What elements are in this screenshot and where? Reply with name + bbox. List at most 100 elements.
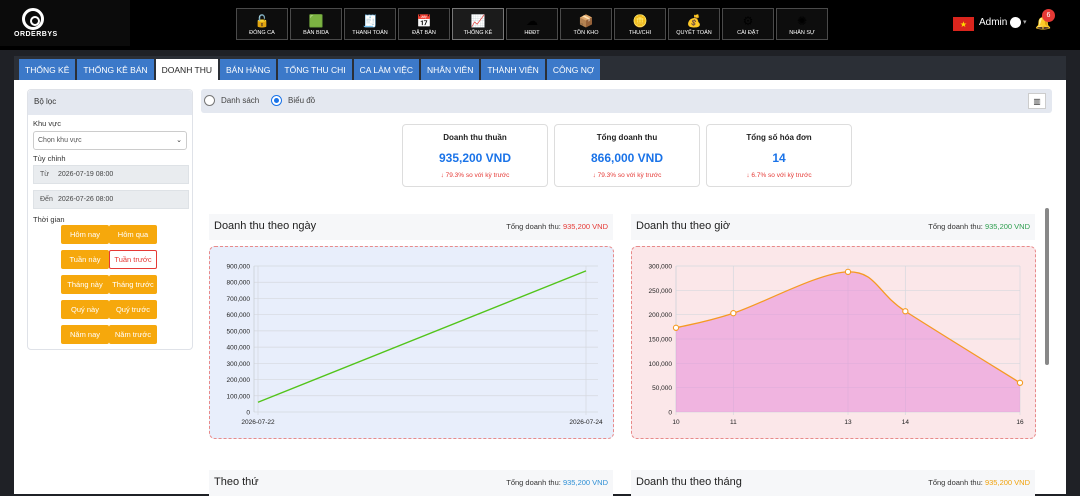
- user-icon[interactable]: [1010, 17, 1021, 28]
- hourly-revenue-svg: 0 50,000 100,000 150,000 200,000 250,000 300,0…: [649, 264, 1024, 427]
- quick-range-button[interactable]: Hôm qua: [109, 225, 157, 244]
- x-tick-label: 14: [902, 419, 910, 426]
- date-to-field[interactable]: Đến 2026-07-26 08:00: [33, 190, 189, 209]
- stat-value: 14: [772, 151, 786, 165]
- quick-range-button[interactable]: Hôm nay: [61, 225, 109, 244]
- date-from-field[interactable]: Từ 2026-07-19 08:00: [33, 165, 189, 184]
- time-label: Thời gian: [33, 215, 65, 224]
- area-label: Khu vực: [33, 119, 61, 128]
- statistics-shell: THỐNG KÊ THỐNG KÊ BÁN DOANH THU BÁN HÀNG TỔN…: [14, 56, 1066, 496]
- chart-view-radio[interactable]: [271, 95, 282, 106]
- people-network-icon: ✺: [796, 14, 808, 28]
- user-menu-caret-icon[interactable]: ▾: [1023, 19, 1027, 26]
- tab[interactable]: CA LÀM VIỆC: [353, 59, 420, 80]
- quick-range-button[interactable]: Tháng trước: [109, 275, 157, 294]
- panel-title: Theo thứ: [214, 476, 259, 488]
- y-tick-label: 300,000: [227, 361, 251, 368]
- scrollbar-thumb[interactable]: [1045, 208, 1049, 365]
- daily-revenue-svg: 0 100,000 200,000 300,000 400,000 500,000 600,…: [227, 264, 604, 427]
- report-tabs: THỐNG KÊ THỐNG KÊ BÁN DOANH THU BÁN HÀNG TỔN…: [19, 59, 601, 80]
- area-select[interactable]: Chọn khu vực ⌄: [33, 131, 187, 150]
- quick-range-button[interactable]: Tháng này: [61, 275, 109, 294]
- stat-title: Doanh thu thuần: [443, 133, 507, 142]
- tab[interactable]: DOANH THU: [155, 59, 219, 80]
- chart-icon: 📈: [470, 14, 486, 28]
- nav-item[interactable]: 📅 ĐẶT BÀN: [398, 8, 450, 40]
- nav-item-label: HĐĐT: [524, 30, 540, 36]
- nav-item[interactable]: 💰 QUYẾT TOÁN: [668, 8, 720, 40]
- list-view-label[interactable]: Danh sách: [221, 96, 260, 105]
- nav-item[interactable]: 📦 TỒN KHO: [560, 8, 612, 40]
- quick-range-button[interactable]: Tuần này: [61, 250, 109, 269]
- list-view-radio[interactable]: [204, 95, 215, 106]
- x-tick-label: 2026-07-24: [569, 419, 603, 426]
- y-tick-label: 400,000: [227, 345, 251, 352]
- orderbys-logo[interactable]: ORDERBYS: [0, 0, 130, 46]
- y-tick-label: 50,000: [652, 385, 672, 392]
- date-to-value: 2026-07-26 08:00: [58, 196, 114, 203]
- chevron-down-icon: ⌄: [176, 137, 182, 144]
- nav-item[interactable]: 📈 THỐNG KÊ: [452, 8, 504, 40]
- tab[interactable]: BÁN HÀNG: [220, 59, 277, 80]
- user-name[interactable]: Admin: [979, 17, 1008, 28]
- top-navbar: ORDERBYS 🔓 ĐÓNG CA 🟩 BÀN BIDA 🧾 THANH TOÁN 📅 ĐẶ…: [0, 0, 1080, 50]
- y-tick-label: 200,000: [649, 312, 673, 319]
- nav-item[interactable]: 🟩 BÀN BIDA: [290, 8, 342, 40]
- x-tick-label: 10: [672, 419, 680, 426]
- tab[interactable]: THỐNG KÊ: [19, 59, 76, 80]
- y-tick-label: 800,000: [227, 280, 251, 287]
- nav-item-label: NHÂN SỰ: [789, 30, 815, 36]
- quick-range-button[interactable]: Năm trước: [109, 325, 157, 344]
- y-tick-label: 700,000: [227, 296, 251, 303]
- logo-text: ORDERBYS: [14, 31, 58, 38]
- nav-item[interactable]: 🔓 ĐÓNG CA: [236, 8, 288, 40]
- date-from-prefix: Từ: [40, 171, 49, 178]
- panel-title: Doanh thu theo tháng: [636, 476, 742, 488]
- x-tick-label: 11: [730, 419, 737, 426]
- tab[interactable]: THÀNH VIÊN: [481, 59, 545, 80]
- total-value: 935,200 VND: [562, 222, 608, 231]
- vietnam-flag-icon[interactable]: ★: [953, 17, 974, 31]
- logo-mark-icon: [22, 8, 44, 30]
- nav-item-label: ĐẶT BÀN: [412, 30, 436, 36]
- stat-change: ↓ 6.7% so với kỳ trước: [707, 172, 851, 179]
- data-point: [672, 324, 680, 331]
- nav-item[interactable]: ☁ HĐĐT: [506, 8, 558, 40]
- nav-item[interactable]: 🧾 THANH TOÁN: [344, 8, 396, 40]
- nav-item[interactable]: ⚙ CÀI ĐẶT: [722, 8, 774, 40]
- total-value: 935,200 VND: [562, 478, 608, 487]
- money-bag-icon: 💰: [686, 14, 702, 28]
- y-tick-label: 900,000: [227, 264, 251, 271]
- y-tick-label: 0: [668, 410, 672, 417]
- quick-range-button[interactable]: Quý trước: [109, 300, 157, 319]
- nav-item[interactable]: 🪙 THU/CHI: [614, 8, 666, 40]
- data-point: [730, 310, 737, 317]
- quick-range-button[interactable]: Quý này: [61, 300, 109, 319]
- chart-view-label[interactable]: Biểu đồ: [288, 96, 316, 105]
- tab[interactable]: TỔNG THU CHI: [278, 59, 352, 80]
- stat-title: Tổng doanh thu: [596, 133, 658, 142]
- stat-change-text: 6.7% so với kỳ trước: [751, 172, 812, 179]
- notification-badge: 6: [1042, 9, 1055, 22]
- tab[interactable]: CÔNG NỢ: [546, 59, 601, 80]
- custom-range-label: Tùy chỉnh: [33, 154, 66, 163]
- arrow-down-icon: ↓: [592, 172, 598, 179]
- y-tick-label: 100,000: [227, 393, 251, 400]
- main-menu: 🔓 ĐÓNG CA 🟩 BÀN BIDA 🧾 THANH TOÁN 📅 ĐẶT BÀN 📈 THỐ…: [236, 8, 828, 40]
- nav-item[interactable]: ✺ NHÂN SỰ: [776, 8, 828, 40]
- stat-value: 935,200 VND: [438, 151, 512, 165]
- daily-revenue-header: Doanh thu theo ngày Tổng doanh thu: 935,…: [209, 214, 613, 240]
- total-label: Tổng doanh thu:: [506, 222, 561, 231]
- total-label: Tổng doanh thu:: [928, 222, 983, 231]
- y-tick-label: 250,000: [649, 288, 673, 295]
- hourly-revenue-chart: 0 50,000 100,000 150,000 200,000 250,000 300,0…: [631, 246, 1036, 439]
- tab[interactable]: NHÂN VIÊN: [421, 59, 480, 80]
- quick-range-button[interactable]: Năm nay: [61, 325, 109, 344]
- layout-toggle-icon[interactable]: ▥: [1028, 93, 1046, 109]
- y-tick-label: 200,000: [227, 377, 251, 384]
- panel-total: Tổng doanh thu: 935,200 VND: [928, 478, 1030, 487]
- tab[interactable]: THỐNG KÊ BÁN: [77, 59, 154, 80]
- filter-title: Bộ lọc: [28, 90, 192, 115]
- cash-register-icon: 🧾: [362, 14, 378, 28]
- quick-range-button[interactable]: Tuần trước: [109, 250, 157, 269]
